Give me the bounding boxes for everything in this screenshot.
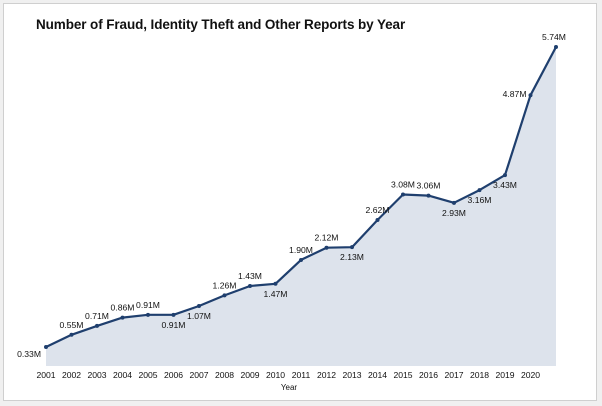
data-point-2005 [146, 312, 150, 317]
x-tick-2020: 2020 [521, 370, 540, 380]
data-label-2006: 0.91M [162, 320, 186, 330]
data-point-2008 [222, 293, 227, 298]
data-point-2015 [401, 192, 405, 197]
data-label-2003: 0.71M [85, 311, 109, 321]
data-label-2016: 3.06M [417, 181, 441, 191]
x-tick-2012: 2012 [317, 370, 336, 380]
data-label-2009: 1.43M [238, 271, 262, 281]
data-point-2016 [426, 193, 431, 198]
x-tick-2007: 2007 [189, 370, 208, 380]
data-label-2010: 1.47M [264, 289, 288, 299]
x-tick-2003: 2003 [87, 370, 106, 380]
data-point-2006 [171, 312, 176, 317]
x-tick-2004: 2004 [113, 370, 132, 380]
data-point-2018 [477, 188, 482, 193]
data-label-2011: 1.90M [289, 245, 313, 255]
x-tick-2005: 2005 [138, 370, 157, 380]
x-tick-2008: 2008 [215, 370, 234, 380]
data-label-2013: 2.13M [340, 252, 364, 262]
data-label-2017: 2.93M [442, 208, 466, 218]
data-label-2008: 1.26M [213, 280, 237, 290]
chart-title: Number of Fraud, Identity Theft and Othe… [36, 17, 406, 32]
data-label-2012: 2.12M [315, 233, 339, 243]
data-point-2020 [528, 93, 533, 98]
data-label-2015: 3.08M [391, 180, 415, 190]
data-point-2001 [44, 345, 48, 349]
data-label-2018: 3.16M [468, 195, 492, 205]
x-tick-2014: 2014 [368, 370, 387, 380]
data-point-2007 [197, 303, 201, 308]
data-point-2017 [452, 200, 456, 205]
data-point-2014 [375, 218, 380, 223]
x-tick-2009: 2009 [240, 370, 259, 380]
data-point-2012 [324, 245, 329, 250]
x-tick-2018: 2018 [470, 370, 489, 380]
area-fill [46, 47, 556, 366]
data-label-2005: 0.91M [136, 300, 160, 310]
data-point-2002 [69, 332, 74, 337]
data-point-2021 [554, 45, 558, 49]
data-point-2011 [299, 257, 303, 262]
data-label-2001: 0.33M [17, 349, 41, 359]
data-label-2020: 4.87M [503, 89, 527, 99]
data-label-2021: 5.74M [542, 32, 566, 42]
data-point-2013 [350, 245, 354, 250]
data-point-2019 [503, 173, 507, 178]
data-point-2003 [95, 323, 99, 328]
x-axis-title: Year [281, 383, 298, 392]
x-tick-2002: 2002 [62, 370, 81, 380]
x-tick-2006: 2006 [164, 370, 183, 380]
x-tick-2019: 2019 [495, 370, 514, 380]
x-tick-2001: 2001 [36, 370, 55, 380]
data-label-2019: 3.43M [493, 180, 517, 190]
data-label-2004: 0.86M [111, 303, 135, 313]
x-tick-2011: 2011 [292, 370, 311, 380]
data-label-2007: 1.07M [187, 311, 211, 321]
data-point-2009 [248, 284, 252, 289]
data-point-2010 [273, 281, 278, 286]
x-tick-2015: 2015 [393, 370, 412, 380]
x-tick-2016: 2016 [419, 370, 438, 380]
x-tick-2017: 2017 [444, 370, 463, 380]
data-point-2004 [120, 315, 125, 320]
data-label-2014: 2.62M [366, 205, 390, 215]
data-label-2002: 0.55M [60, 320, 84, 330]
x-tick-2013: 2013 [342, 370, 361, 380]
x-tick-2010: 2010 [266, 370, 285, 380]
